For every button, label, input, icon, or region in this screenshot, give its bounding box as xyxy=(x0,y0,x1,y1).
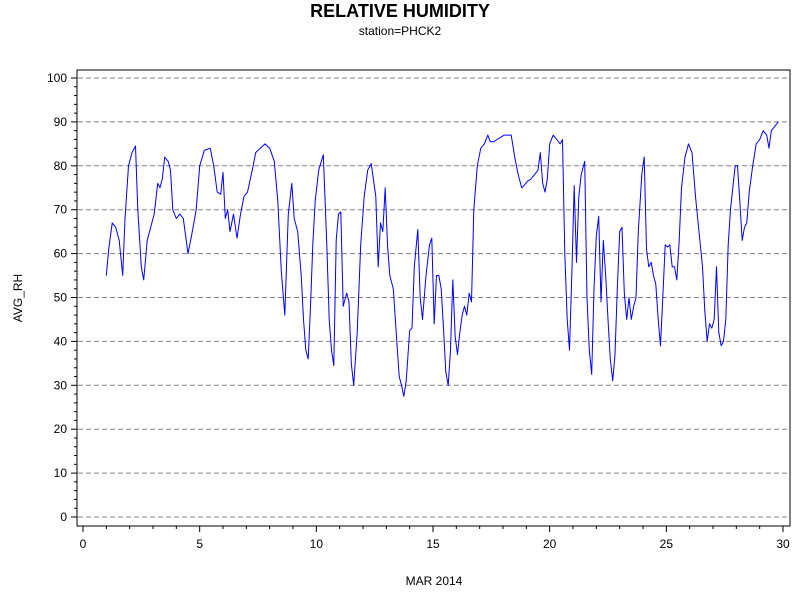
y-tick-label-20: 20 xyxy=(54,422,68,436)
y-tick-label-50: 50 xyxy=(54,291,68,305)
y-tick-label-10: 10 xyxy=(54,466,68,480)
series-line-0 xyxy=(105,121,779,397)
y-tick-label-40: 40 xyxy=(54,334,68,348)
x-tick-label-15: 15 xyxy=(426,537,440,551)
y-tick-label-80: 80 xyxy=(54,159,68,173)
chart-subtitle: station=PHCK2 xyxy=(359,24,442,38)
y-tick-label-90: 90 xyxy=(54,115,68,129)
y-axis: 0 10 20 30 40 50 60 70 80 90 100 xyxy=(47,71,77,524)
y-axis-label: AVG_RH xyxy=(11,274,25,322)
y-tick-label-100: 100 xyxy=(47,71,67,85)
series-layer xyxy=(105,121,779,397)
chart-title: RELATIVE HUMIDITY xyxy=(310,1,490,21)
y-tick-label-70: 70 xyxy=(54,203,68,217)
x-axis: 0 5 10 15 20 25 30 xyxy=(80,526,790,551)
y-tick-label-60: 60 xyxy=(54,247,68,261)
x-tick-label-5: 5 xyxy=(196,537,203,551)
x-tick-label-25: 25 xyxy=(660,537,674,551)
y-tick-label-30: 30 xyxy=(54,378,68,392)
y-tick-label-0: 0 xyxy=(60,510,67,524)
x-tick-label-30: 30 xyxy=(776,537,790,551)
x-tick-label-0: 0 xyxy=(80,537,87,551)
x-tick-label-10: 10 xyxy=(310,537,324,551)
x-tick-label-20: 20 xyxy=(543,537,557,551)
x-axis-label: MAR 2014 xyxy=(406,574,463,588)
